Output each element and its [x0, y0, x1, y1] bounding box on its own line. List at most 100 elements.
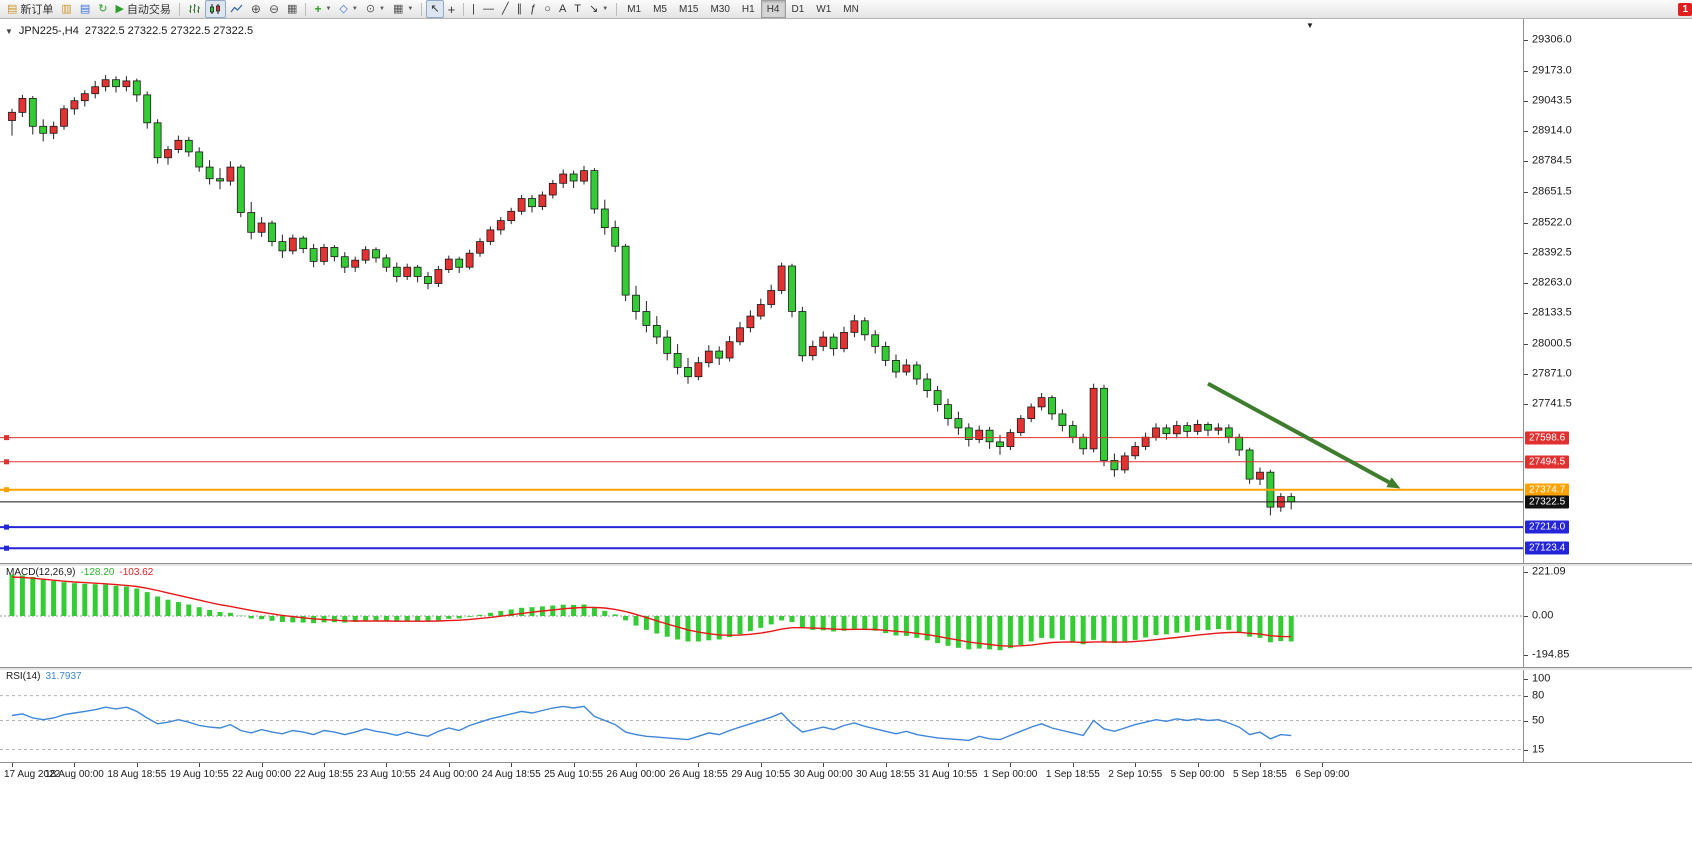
trend-arrow[interactable]	[1207, 381, 1401, 489]
zoom-in-button[interactable]: ⊕	[247, 0, 265, 18]
toolbar: ▤ 新订单 ▥ ▤ ↻ ▶ 自动交易 ⊕ ⊖ ▦ + ▼ ◇ ▼ ⊙ ▼ ▦ ▼ ↖ +	[0, 0, 1692, 19]
crosshair-button[interactable]: +	[444, 0, 460, 18]
macd-bar	[789, 616, 795, 622]
text-button[interactable]: A	[555, 0, 570, 18]
candle	[1141, 432, 1150, 450]
axis-tick	[1524, 572, 1528, 573]
cursor-button[interactable]: ↖	[426, 0, 444, 18]
time-tick	[823, 763, 825, 767]
auto-trading-button[interactable]: ▶ 自动交易	[111, 0, 174, 18]
hline-handle[interactable]	[4, 524, 9, 530]
hline-handle[interactable]	[4, 487, 9, 493]
candle	[340, 252, 349, 273]
templates-button[interactable]: ▦ ▼	[389, 0, 417, 18]
macd-bar	[186, 604, 192, 616]
macd-bar	[1278, 616, 1284, 642]
time-tick	[511, 763, 513, 767]
chart-shift-marker[interactable]: ▼	[1306, 21, 1314, 30]
refresh-button[interactable]: ↻	[94, 0, 111, 18]
candle	[580, 165, 588, 185]
horizontal-line-button[interactable]: —	[479, 0, 498, 18]
timeframe-mn-button[interactable]: MN	[843, 3, 859, 15]
hline-handle[interactable]	[4, 435, 9, 441]
panel-splitter[interactable]	[0, 563, 1692, 566]
tile-windows-button[interactable]: ▦	[283, 0, 301, 18]
candlestick-chart-button[interactable]	[204, 0, 226, 18]
candle	[216, 168, 224, 190]
candle	[881, 341, 890, 367]
macd-panel-canvas[interactable]	[0, 565, 1523, 667]
text-icon: A	[558, 2, 567, 15]
vertical-line-icon: |	[472, 2, 476, 15]
timeframe-w1-button[interactable]: W1	[816, 3, 832, 15]
macd-bar	[935, 616, 941, 644]
main-chart-canvas[interactable]	[0, 18, 1523, 563]
candle	[361, 246, 370, 264]
timeframe-h1-button[interactable]: H1	[741, 3, 755, 15]
hline-handle[interactable]	[4, 545, 9, 551]
vertical-line-button[interactable]: |	[468, 0, 479, 18]
candle	[1058, 409, 1067, 432]
macd-bar	[1215, 616, 1221, 630]
candle	[621, 243, 630, 301]
zoom-out-button[interactable]: ⊖	[265, 0, 283, 18]
toolbar-separator	[616, 2, 618, 16]
channel-button[interactable]: ∥	[513, 0, 527, 18]
candle	[975, 425, 984, 444]
candlestick-chart-icon	[210, 4, 220, 14]
candle	[1235, 433, 1244, 456]
candle	[424, 271, 432, 290]
macd-bar	[862, 616, 868, 630]
macd-bar	[9, 574, 15, 616]
candle	[49, 121, 58, 140]
notification-badge[interactable]: 1	[1678, 2, 1692, 16]
axis-tick	[1524, 282, 1528, 284]
macd-bar	[997, 616, 1003, 651]
fibonacci-button[interactable]: ƒ	[526, 0, 540, 18]
line-chart-button[interactable]	[226, 0, 247, 18]
candle	[330, 245, 339, 262]
bar-chart-button[interactable]	[184, 0, 205, 18]
rsi-panel-canvas[interactable]	[0, 669, 1523, 762]
arrows-button[interactable]: ↘ ▼	[585, 0, 612, 18]
macd-bar	[1184, 616, 1190, 632]
new-order-button[interactable]: ▤ 新订单	[3, 0, 57, 18]
panel-splitter[interactable]	[0, 667, 1692, 670]
indicators-button[interactable]: + ▼	[310, 0, 335, 18]
candle	[351, 256, 360, 272]
price-axis-label: 28263.0	[1532, 276, 1572, 289]
macd-bar	[831, 616, 837, 632]
axis-tick	[1524, 695, 1528, 697]
timeframe-d1-button[interactable]: D1	[791, 3, 805, 15]
trendline-button[interactable]: ╱	[498, 0, 513, 18]
zoom-in-icon: ⊕	[250, 2, 261, 16]
candle	[829, 333, 838, 356]
macd-bar	[40, 579, 46, 616]
chart-area: ▼ JPN225-,H4 27322.5 27322.5 27322.5 273…	[0, 18, 1692, 844]
time-axis[interactable]: 17 Aug 2022 18 Aug 00:00 18 Aug 18:55 19 Au…	[0, 762, 1692, 783]
template-icon: ▦	[393, 2, 404, 15]
macd-bar	[924, 616, 930, 641]
axis-tick	[1524, 374, 1528, 376]
timeframe-m5-button[interactable]: M5	[653, 3, 667, 15]
timeframe-m30-button[interactable]: M30	[710, 3, 730, 15]
market-watch-button[interactable]: ▤	[76, 0, 94, 18]
chart-window-button[interactable]: ▥	[57, 0, 75, 18]
macd-bar	[1111, 616, 1117, 644]
price-axis[interactable]: 29306.0 29173.0 29043.5 28914.0 28784.5 28651…	[1523, 18, 1692, 762]
shapes-button[interactable]: ○	[540, 0, 555, 18]
candle	[715, 346, 724, 365]
candle	[236, 164, 245, 218]
timeframe-h4-button[interactable]: H4	[760, 0, 786, 18]
macd-bar	[144, 592, 150, 616]
objects-button[interactable]: ◇ ▼	[335, 0, 361, 18]
time-axis-label: 2 Sep 10:55	[1108, 769, 1163, 780]
macd-bar	[945, 616, 951, 646]
timeframe-m15-button[interactable]: M15	[679, 3, 699, 15]
timeframe-m1-button[interactable]: M1	[627, 3, 642, 15]
macd-bar	[779, 616, 785, 621]
periods-button[interactable]: ⊙ ▼	[362, 0, 389, 18]
hline-handle[interactable]	[4, 459, 9, 465]
text-label-button[interactable]: T	[570, 0, 585, 18]
collapse-panel-icon[interactable]: ▼	[5, 26, 13, 36]
